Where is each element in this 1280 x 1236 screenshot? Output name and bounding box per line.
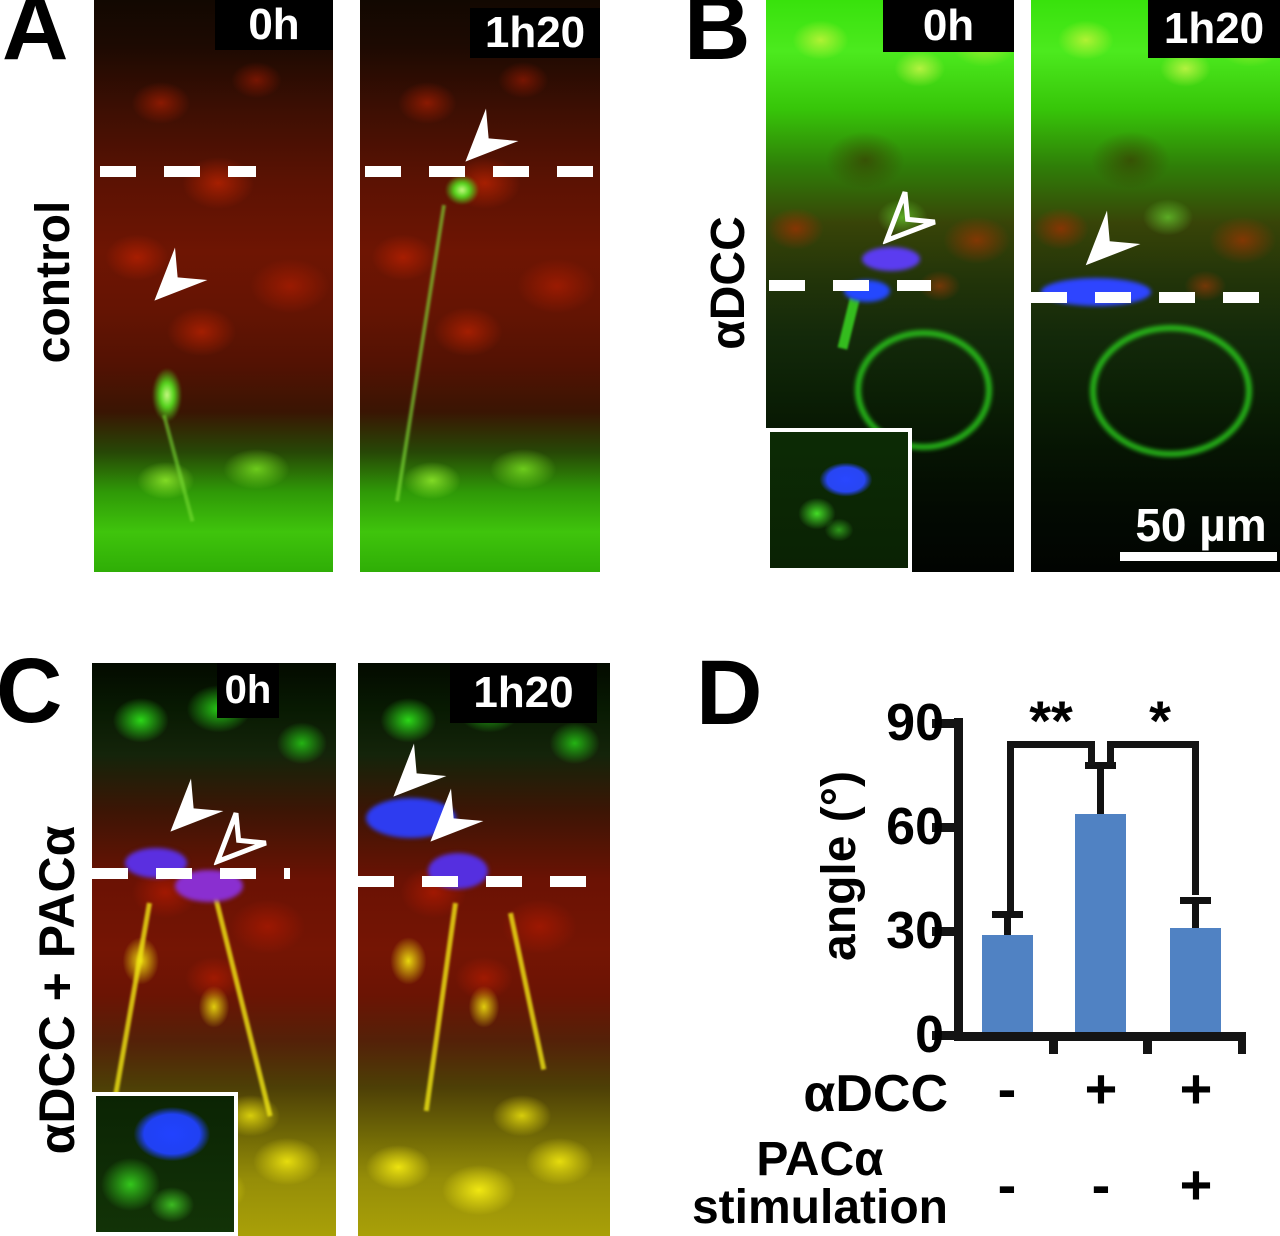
bar	[982, 935, 1033, 1032]
x-axis-line	[954, 1032, 1246, 1041]
cell-process	[112, 902, 152, 1101]
condition-row-name: PACα	[756, 1133, 884, 1186]
panel-c-side-label: αDCC + PACα	[29, 825, 85, 1155]
significance-bracket	[1088, 741, 1095, 765]
error-bar-line	[1004, 918, 1011, 937]
timepoint-badge: 0h	[883, 0, 1014, 52]
open-arrowhead-icon	[213, 812, 267, 866]
timepoint-badge: 1h20	[1148, 0, 1280, 58]
condition-value: +	[1179, 1057, 1213, 1120]
timepoint-badge: 0h	[215, 0, 333, 50]
cell-outline-ring	[1090, 325, 1252, 457]
y-tick	[932, 927, 956, 936]
bar	[1075, 814, 1126, 1032]
panel-d-letter: D	[696, 642, 763, 744]
significance-bracket	[1192, 741, 1199, 895]
micrograph-c-0h: 0h	[92, 663, 336, 1236]
filled-arrowhead-icon	[430, 788, 484, 842]
open-arrowhead-icon	[882, 191, 936, 245]
micrograph-a-1h20: 1h20	[360, 0, 600, 572]
reference-dashed-line	[1031, 292, 1276, 303]
significance-bracket	[1007, 741, 1014, 911]
condition-value: +	[1179, 1153, 1213, 1216]
micrograph-a-0h: 0h	[94, 0, 333, 572]
green-cell	[445, 175, 479, 205]
y-tick-label: 60	[886, 798, 944, 856]
magnified-inset	[766, 428, 912, 572]
micrograph-b-1h20: 1h20 50 µm	[1031, 0, 1280, 572]
reference-dashed-line	[358, 876, 610, 887]
bar-group-2	[1075, 640, 1126, 1032]
reference-dashed-line	[365, 166, 595, 177]
bar-group-3	[1170, 640, 1221, 1032]
cell-process	[212, 892, 273, 1117]
x-axis-end-tick	[1238, 1032, 1246, 1054]
filled-arrowhead-icon	[170, 778, 224, 832]
panel-c-letter: C	[0, 640, 63, 742]
significance-bracket	[1107, 741, 1114, 765]
condition-value: -	[997, 1153, 1017, 1216]
timepoint-badge: 1h20	[450, 663, 597, 723]
timepoint-badge: 1h20	[470, 8, 600, 58]
bar-group-1	[982, 640, 1033, 1032]
error-bar-cap	[992, 911, 1023, 918]
y-tick	[932, 823, 956, 832]
micrograph-b-0h: 0h	[766, 0, 1014, 572]
error-bar-line	[1192, 904, 1199, 930]
x-tick	[1049, 1039, 1058, 1054]
y-tick-label: 30	[886, 902, 944, 960]
cell-process	[395, 204, 446, 502]
y-tick	[932, 1031, 956, 1040]
filled-arrowhead-icon	[1085, 210, 1141, 266]
reference-dashed-line	[100, 166, 256, 177]
significance-bracket	[1007, 741, 1095, 748]
blue-label-blob	[862, 247, 920, 271]
panel-a-side-label: control	[26, 200, 80, 364]
filled-arrowhead-icon	[393, 743, 447, 797]
y-axis-title: angle (°)	[812, 771, 866, 961]
x-tick	[1143, 1039, 1152, 1054]
panel-a-letter: A	[2, 0, 69, 79]
micrograph-c-1h20: 1h20	[358, 663, 610, 1236]
reference-dashed-line	[769, 280, 931, 291]
condition-value: -	[1091, 1153, 1111, 1216]
y-tick-label: 0	[915, 1006, 944, 1064]
error-bar-line	[1097, 769, 1104, 816]
error-bar-cap	[1180, 897, 1211, 904]
filled-arrowhead-icon	[154, 247, 208, 301]
cell-process	[508, 912, 547, 1071]
significance-label: *	[1149, 689, 1171, 752]
condition-value: -	[997, 1057, 1017, 1120]
panel-b-side-label: αDCC	[701, 216, 755, 350]
y-tick	[932, 719, 956, 728]
filled-arrowhead-icon	[465, 108, 519, 162]
scale-bar	[1120, 552, 1277, 561]
cell-process	[423, 902, 458, 1112]
panel-d-chart: D angle (°) 90 60 30 0	[690, 640, 1280, 1236]
condition-row-name: αDCC	[803, 1065, 948, 1123]
green-cell	[152, 368, 182, 422]
timepoint-badge: 0h	[217, 663, 279, 718]
condition-value: +	[1084, 1057, 1118, 1120]
reference-dashed-line	[92, 868, 290, 879]
panel-b-letter: B	[684, 0, 751, 79]
y-tick-label: 90	[886, 694, 944, 752]
error-bar-cap	[1085, 762, 1116, 769]
scale-bar-label: 50 µm	[1135, 499, 1267, 551]
cell-process	[162, 414, 195, 522]
cell-outline-ring	[855, 330, 992, 450]
bar	[1170, 928, 1221, 1032]
magnified-inset	[92, 1092, 238, 1236]
y-axis-line	[954, 718, 963, 1040]
condition-row-name: stimulation	[691, 1181, 948, 1234]
significance-label: **	[1029, 689, 1073, 752]
significance-bracket	[1107, 741, 1199, 748]
cell-process	[837, 296, 860, 350]
